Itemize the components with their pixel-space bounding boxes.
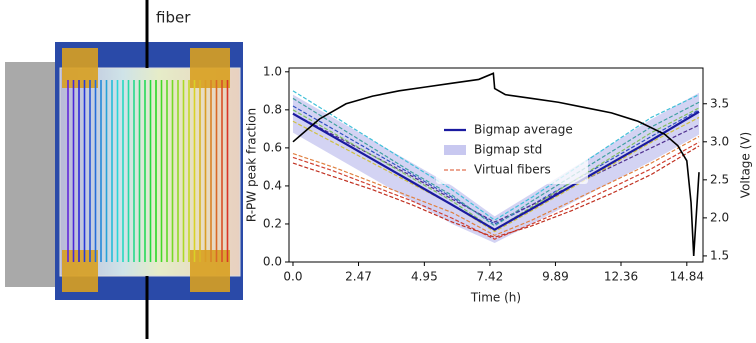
x-tick-label: 4.95 <box>411 270 438 284</box>
y-tick-label: 0.2 <box>263 216 282 230</box>
x-tick-label: 2.47 <box>345 270 372 284</box>
x-tick-label: 9.89 <box>542 270 569 284</box>
y2-tick-label: 3.5 <box>710 96 729 110</box>
chart: 0.0 2.47 4.95 7.42 9.89 12.36 14.84 0.0 0.2 0.4 0.… <box>245 64 753 304</box>
y2-tick-label: 2.5 <box>710 172 729 186</box>
legend-label: Virtual fibers <box>474 163 551 177</box>
y2-tick-label: 3.0 <box>710 134 729 148</box>
y-tick-label: 0.6 <box>263 140 282 154</box>
fiber-stripes <box>67 80 229 262</box>
fiber-line <box>292 145 700 238</box>
fiber-line <box>292 135 700 237</box>
tape-corner <box>190 48 230 88</box>
std-band <box>292 92 700 243</box>
fiber-line <box>292 113 700 223</box>
fiber-line <box>292 90 700 221</box>
y2-axis-label: Voltage (V) <box>739 132 753 198</box>
legend-swatch <box>444 145 466 155</box>
legend-label: Bigmap average <box>474 123 573 137</box>
x-tick-label: 12.36 <box>604 270 638 284</box>
fiber-line <box>292 97 700 227</box>
y-tick-label: 0.8 <box>263 102 282 116</box>
y-axis-label: R-PW peak fraction <box>245 108 259 222</box>
y2-tick-label: 1.5 <box>710 248 729 262</box>
x-axis-label: Time (h) <box>470 291 521 305</box>
fiber-label: fiber <box>156 9 191 27</box>
average-line <box>292 110 700 231</box>
x-tick-label: 0.0 <box>283 270 302 284</box>
y-tick-label: 1.0 <box>263 64 282 78</box>
fiber-line <box>292 141 700 240</box>
y2-tick-label: 2.0 <box>710 210 729 224</box>
tape-corner <box>190 250 230 292</box>
voltage-line <box>292 72 700 256</box>
y-tick-label: 0.4 <box>263 178 282 192</box>
y-tick-label: 0.0 <box>263 255 282 269</box>
x-tick-label: 7.42 <box>477 270 504 284</box>
legend-label: Bigmap std <box>474 143 542 157</box>
cell-photo: fiber <box>5 0 243 339</box>
x-tick-label: 14.84 <box>670 270 704 284</box>
plot-frame <box>288 67 704 263</box>
fiber-line <box>292 116 700 233</box>
legend-box <box>436 118 588 184</box>
